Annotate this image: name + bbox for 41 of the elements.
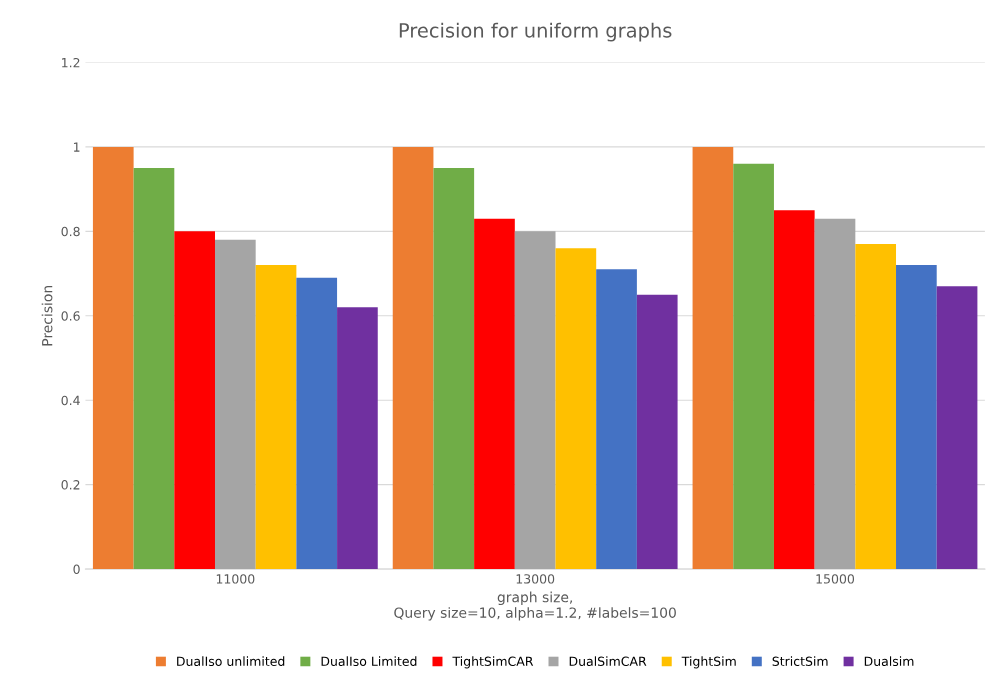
bar [92, 146, 134, 570]
legend-label: TightSim [681, 656, 736, 669]
bar [896, 265, 937, 570]
bar [474, 218, 515, 570]
chart-title: Precision for uniform graphs [399, 22, 672, 42]
bar [433, 168, 475, 570]
legend-label: DualIso Limited [321, 656, 417, 666]
x-tick-label: 11000 [216, 574, 255, 584]
bar [636, 294, 678, 570]
y-tick-label: 0.6 [61, 311, 80, 321]
y-axis-title: Precision [41, 285, 53, 346]
bar [133, 168, 175, 570]
x-tick-label: 15000 [816, 574, 855, 584]
y-tick-label: 1 [73, 142, 80, 152]
bar [692, 146, 734, 570]
x-tick-label: 13000 [516, 574, 555, 584]
y-tick-label: 1.2 [62, 57, 80, 68]
x-axis-title: graph size, Query size=10, alpha=1.2, #labels=100 [394, 591, 676, 621]
legend-label: TightSimCAR [452, 656, 534, 669]
legend-label: StrictSim [772, 656, 828, 666]
y-tick-label: 0.2 [61, 480, 80, 490]
bar [936, 286, 978, 570]
bar [814, 218, 856, 570]
bar [596, 269, 637, 570]
bar [773, 210, 815, 570]
bar [555, 248, 597, 570]
bar [855, 244, 897, 570]
bar [392, 146, 434, 570]
bar [255, 265, 297, 570]
y-tick-label: 0 [73, 564, 80, 575]
bar [337, 307, 378, 570]
bar [214, 239, 256, 570]
legend-label: DualIso unlimited [177, 656, 285, 666]
y-tick-label: 0.4 [61, 395, 80, 406]
bar [174, 231, 215, 570]
bar [296, 277, 338, 570]
legend-label: DualSimCAR [569, 656, 647, 666]
bar [733, 163, 774, 570]
legend-label: Dualsim [864, 656, 914, 666]
y-tick-label: 0.8 [61, 226, 80, 237]
bar [514, 231, 556, 570]
